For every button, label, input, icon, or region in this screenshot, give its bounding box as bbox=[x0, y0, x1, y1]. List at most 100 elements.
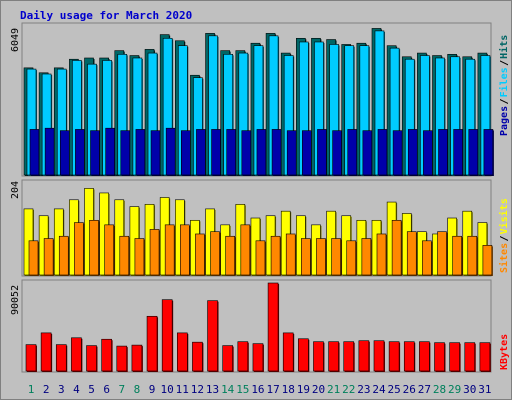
day-label-5: 5 bbox=[88, 383, 95, 396]
panel-3-bars bbox=[25, 282, 491, 372]
day-label-2: 2 bbox=[43, 383, 50, 396]
day-label-30: 30 bbox=[463, 383, 476, 396]
bar-sites-day-16 bbox=[255, 240, 266, 276]
bar-pages-day-28 bbox=[438, 129, 448, 176]
bar-sites-day-23 bbox=[361, 238, 372, 276]
legend-files: Files bbox=[498, 67, 510, 97]
bar-sites-day-17 bbox=[270, 235, 281, 276]
bar-kbytes-day-16 bbox=[252, 343, 264, 372]
bar-pages-day-16 bbox=[256, 129, 267, 176]
bar-kbytes-day-5 bbox=[86, 345, 97, 372]
bar-pages-day-13 bbox=[211, 129, 221, 176]
legend-hits: Hits bbox=[498, 35, 510, 59]
day-label-19: 19 bbox=[297, 383, 310, 396]
bar-sites-day-13 bbox=[210, 231, 220, 276]
bar-kbytes-day-1 bbox=[25, 344, 37, 372]
day-label-14: 14 bbox=[221, 383, 235, 396]
bar-kbytes-day-18 bbox=[282, 332, 294, 372]
bar-pages-day-27 bbox=[423, 130, 433, 176]
bar-pages-day-4 bbox=[75, 129, 85, 176]
bar-kbytes-day-20 bbox=[313, 341, 324, 372]
bar-pages-day-6 bbox=[105, 127, 115, 176]
bar-kbytes-day-11 bbox=[177, 332, 188, 372]
bar-kbytes-day-4 bbox=[71, 337, 82, 372]
day-label-31: 31 bbox=[478, 383, 491, 396]
bar-pages-day-23 bbox=[362, 130, 373, 176]
bar-kbytes-day-26 bbox=[403, 341, 415, 372]
bar-pages-day-25 bbox=[392, 130, 403, 176]
panel-2-max-label: 204 bbox=[10, 181, 21, 199]
bar-kbytes-day-21 bbox=[328, 341, 339, 372]
bar-kbytes-day-14 bbox=[222, 345, 233, 372]
bar-kbytes-day-28 bbox=[434, 342, 445, 372]
panel-3-legend: KBytes bbox=[499, 334, 510, 370]
bar-kbytes-day-12 bbox=[192, 341, 203, 372]
panel-2-bars bbox=[23, 188, 493, 276]
panel-2-legend: Sites /Visits bbox=[498, 198, 510, 273]
bar-sites-day-1 bbox=[28, 240, 39, 276]
day-label-27: 27 bbox=[418, 383, 431, 396]
bar-sites-day-14 bbox=[225, 235, 235, 276]
bar-pages-day-7 bbox=[120, 130, 131, 176]
bar-kbytes-day-9 bbox=[146, 315, 158, 372]
day-label-16: 16 bbox=[251, 383, 264, 396]
legend-separator: / bbox=[499, 98, 510, 104]
legend-separator: / bbox=[499, 235, 510, 241]
bar-sites-day-24 bbox=[376, 233, 387, 276]
day-label-6: 6 bbox=[103, 383, 110, 396]
bar-sites-day-11 bbox=[180, 224, 190, 276]
day-label-9: 9 bbox=[149, 383, 156, 396]
day-label-20: 20 bbox=[312, 383, 325, 396]
day-label-1: 1 bbox=[28, 383, 35, 396]
day-label-24: 24 bbox=[372, 383, 386, 396]
day-label-13: 13 bbox=[206, 383, 219, 396]
day-label-12: 12 bbox=[191, 383, 204, 396]
day-labels: 1 2 3 4 5 6 7 8 9 10 11 12 13 14 15 16 17 18 19 20 21 22 23 24 2… bbox=[28, 383, 492, 396]
bar-pages-day-2 bbox=[44, 127, 55, 176]
bar-kbytes-day-30 bbox=[464, 342, 476, 372]
bar-pages-day-17 bbox=[271, 129, 282, 176]
bar-kbytes-day-7 bbox=[116, 345, 128, 372]
bar-pages-day-24 bbox=[377, 129, 388, 176]
bar-pages-day-14 bbox=[226, 129, 236, 176]
bar-pages-day-22 bbox=[347, 129, 358, 176]
bar-sites-day-22 bbox=[346, 240, 357, 276]
panel-1-bars bbox=[23, 28, 494, 177]
bar-sites-day-7 bbox=[119, 235, 130, 276]
bar-sites-day-31 bbox=[482, 245, 493, 276]
bar-sites-day-15 bbox=[240, 224, 251, 276]
bar-sites-day-12 bbox=[195, 233, 205, 276]
bar-pages-day-21 bbox=[332, 130, 342, 176]
bar-pages-day-18 bbox=[286, 130, 297, 176]
legend-sites: Sites bbox=[498, 243, 510, 273]
legend-separator: / bbox=[499, 60, 510, 66]
bar-kbytes-day-29 bbox=[449, 342, 460, 372]
bar-pages-day-20 bbox=[317, 129, 327, 176]
bar-sites-day-20 bbox=[316, 238, 326, 276]
bar-sites-day-5 bbox=[89, 219, 99, 276]
bar-sites-day-8 bbox=[134, 238, 145, 276]
bar-pages-day-8 bbox=[135, 129, 146, 176]
bar-sites-day-19 bbox=[301, 238, 311, 276]
bar-sites-day-29 bbox=[452, 235, 462, 276]
bar-sites-day-27 bbox=[422, 240, 432, 276]
bar-kbytes-day-10 bbox=[161, 299, 173, 372]
legend-visits: Visits bbox=[498, 198, 510, 234]
day-label-3: 3 bbox=[58, 383, 65, 396]
day-label-28: 28 bbox=[433, 383, 446, 396]
bar-kbytes-day-19 bbox=[298, 338, 309, 372]
day-label-8: 8 bbox=[134, 383, 141, 396]
day-label-10: 10 bbox=[161, 383, 174, 396]
day-label-18: 18 bbox=[282, 383, 295, 396]
bar-kbytes-day-13 bbox=[207, 300, 218, 372]
bar-pages-day-1 bbox=[29, 129, 40, 176]
bar-pages-day-9 bbox=[150, 130, 161, 176]
bar-sites-day-6 bbox=[104, 224, 114, 276]
bar-pages-day-11 bbox=[181, 130, 191, 176]
bar-kbytes-day-25 bbox=[388, 341, 400, 372]
bar-kbytes-day-23 bbox=[358, 340, 370, 372]
day-label-4: 4 bbox=[73, 383, 80, 396]
bar-sites-day-25 bbox=[391, 219, 402, 276]
legend-pages: Pages bbox=[499, 106, 510, 136]
